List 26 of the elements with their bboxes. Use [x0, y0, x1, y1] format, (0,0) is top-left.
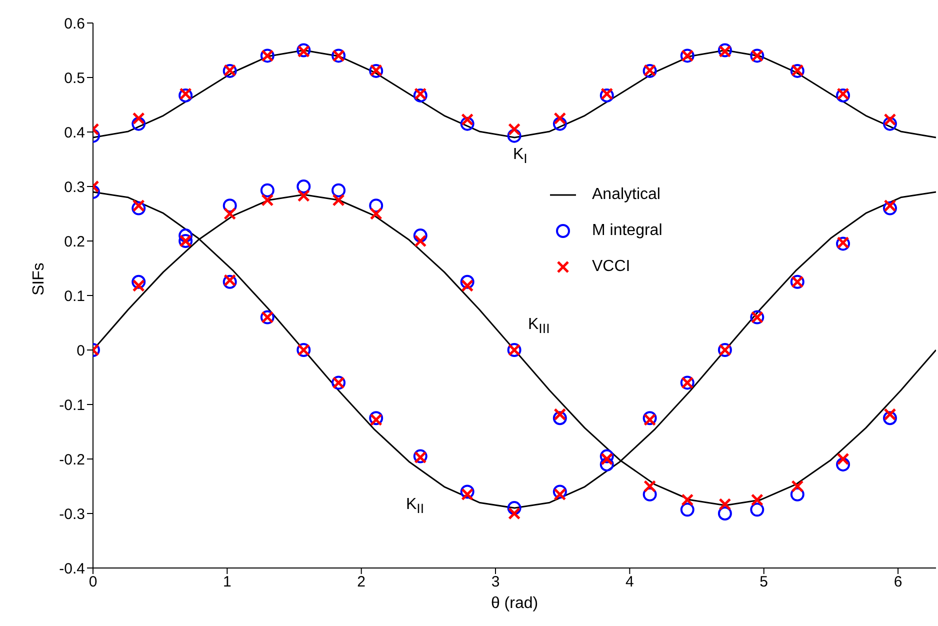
- y-tick-label: -0.4: [59, 560, 85, 578]
- x-tick-label: 5: [760, 574, 768, 591]
- y-tick-label: -0.1: [59, 396, 85, 414]
- x-tick-label: 0: [88, 574, 98, 591]
- legend-label: Analytical: [592, 186, 660, 204]
- y-tick-label: -0.2: [59, 451, 85, 468]
- x-tick-label: 1: [223, 574, 232, 591]
- y-tick-label: 0.4: [64, 124, 85, 142]
- x-tick-label: 3: [491, 574, 500, 591]
- x-tick-label: 4: [626, 574, 634, 591]
- legend-label: M integral: [592, 222, 662, 240]
- y-tick-label: 0.3: [64, 178, 85, 196]
- y-axis-title: SIFs: [30, 262, 48, 296]
- y-tick-label: 0.5: [64, 70, 85, 87]
- x-tick-label: 6: [894, 574, 902, 591]
- annotation: K$_{I}$: [513, 146, 528, 166]
- annotation: K$_{II}$: [406, 496, 424, 516]
- y-tick-label: 0.1: [64, 288, 85, 305]
- y-tick-label: 0: [76, 342, 85, 360]
- y-tick-label: 0.2: [64, 233, 85, 250]
- y-tick-label: 0.6: [64, 15, 85, 32]
- x-axis-title: θ (rad): [490, 595, 538, 612]
- legend-label: VCCI: [592, 258, 630, 276]
- y-tick-label: -0.3: [59, 506, 85, 523]
- x-tick-label: 2: [357, 574, 366, 591]
- annotation: K$_{III}$: [528, 316, 550, 336]
